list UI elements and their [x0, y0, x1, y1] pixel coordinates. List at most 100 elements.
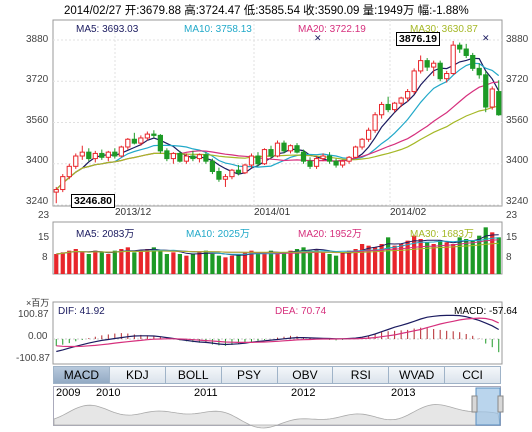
candle — [164, 148, 170, 162]
candle — [359, 137, 365, 150]
tab-psy[interactable]: PSY — [220, 366, 277, 384]
volume-bar — [496, 237, 501, 274]
y-tick-right-3880: 3880 — [506, 34, 529, 45]
candle — [144, 131, 150, 141]
volume-bar — [132, 252, 137, 274]
navigator-handle-left — [471, 395, 478, 413]
candle-body — [164, 150, 170, 160]
volume-bar — [457, 237, 462, 274]
candle-body — [424, 60, 430, 68]
candle-body — [274, 142, 281, 157]
volume-bar — [229, 255, 235, 274]
candle-body — [105, 151, 111, 158]
volume-bar — [438, 240, 443, 274]
volume-bar — [151, 247, 156, 274]
tab-rsi[interactable]: RSI — [332, 366, 389, 384]
tab-boll[interactable]: BOLL — [164, 366, 221, 384]
volume-bar — [242, 252, 248, 274]
y-tick-right-3400: 3400 — [506, 155, 529, 166]
candle-body — [333, 160, 339, 166]
quote-date: 2014/02/27 — [64, 5, 122, 17]
vol-tick-right-23: 23 — [506, 210, 518, 221]
candle — [418, 55, 424, 74]
volume-bar — [249, 250, 254, 274]
candle — [73, 153, 79, 169]
candle — [131, 132, 137, 145]
macd-tick-zero: 0.00 — [28, 331, 48, 342]
candle-body — [99, 152, 105, 158]
candle — [470, 52, 476, 71]
volume-bar — [112, 250, 117, 274]
candle-body — [73, 155, 79, 167]
volume-bar — [477, 235, 482, 274]
candle — [183, 153, 190, 164]
candle — [411, 68, 417, 95]
navigator-handle-right — [497, 395, 504, 413]
volume-bar — [444, 242, 449, 274]
candle — [450, 41, 456, 75]
candle — [281, 140, 287, 154]
candle — [79, 145, 85, 160]
candle-body — [261, 149, 268, 165]
quote-volume: 量:1949万 — [362, 5, 415, 17]
candle-body — [190, 155, 196, 160]
low-price-label: 3246.80 — [71, 194, 115, 208]
y-tick-left-3560: 3560 — [26, 115, 49, 126]
candle-body — [352, 146, 359, 158]
x-label-2014-01: 2014/01 — [254, 207, 291, 218]
candle-body — [79, 151, 85, 157]
candle-body — [112, 151, 118, 157]
candle-body — [379, 103, 385, 116]
candle-body — [470, 54, 476, 69]
volume-bar — [158, 250, 163, 274]
candle — [53, 186, 59, 204]
x-label-2014-02: 2014/02 — [390, 207, 427, 218]
volume-bar — [138, 250, 143, 274]
tab-cci[interactable]: CCI — [444, 366, 501, 384]
candle — [255, 152, 261, 167]
y-tick-left-3400: 3400 — [26, 155, 49, 166]
candle — [333, 158, 339, 168]
candle — [320, 153, 326, 162]
candle — [463, 43, 469, 59]
y-tick-left-3720: 3720 — [26, 74, 49, 85]
volume-bar — [294, 249, 300, 274]
candle — [66, 163, 72, 180]
candle-body — [118, 146, 124, 157]
candle — [489, 86, 495, 110]
candle-body — [411, 70, 417, 93]
y-tick-right-3560: 3560 — [506, 115, 529, 126]
tab-wvad[interactable]: WVAD — [388, 366, 445, 384]
y-tick-right-3720: 3720 — [506, 74, 529, 85]
y-tick-left-3240: 3240 — [26, 196, 49, 207]
candle — [209, 158, 216, 175]
dea-line — [56, 317, 499, 348]
candle — [287, 144, 294, 154]
tab-kdj[interactable]: KDJ — [108, 366, 165, 384]
tab-macd[interactable]: MACD — [53, 366, 109, 384]
candle-body — [346, 156, 352, 162]
candle — [398, 96, 404, 108]
candle — [352, 145, 359, 159]
vol-tick-right-8: 8 — [506, 252, 512, 263]
volume-bar — [164, 254, 169, 274]
quote-high: 高:3724.47 — [184, 5, 241, 17]
candle-body — [86, 151, 92, 160]
nav-year-2012: 2012 — [291, 387, 316, 399]
volume-bar — [346, 250, 352, 274]
candle-body — [131, 138, 137, 144]
y-tick-right-3240: 3240 — [506, 196, 529, 207]
volume-bar — [464, 239, 469, 274]
legend-ma10: MA10: 3758.13 — [184, 24, 252, 35]
volume-bar — [60, 252, 65, 274]
candle-body — [177, 152, 183, 162]
volume-bar — [184, 255, 189, 274]
vol-tick-left-23: 23 — [38, 210, 50, 221]
candle-body — [248, 155, 255, 166]
volume-bar — [392, 245, 397, 274]
tab-obv[interactable]: OBV — [276, 366, 333, 384]
candle-body — [300, 151, 307, 162]
candle-body — [183, 155, 190, 162]
quote-open: 开:3679.88 — [124, 5, 182, 17]
